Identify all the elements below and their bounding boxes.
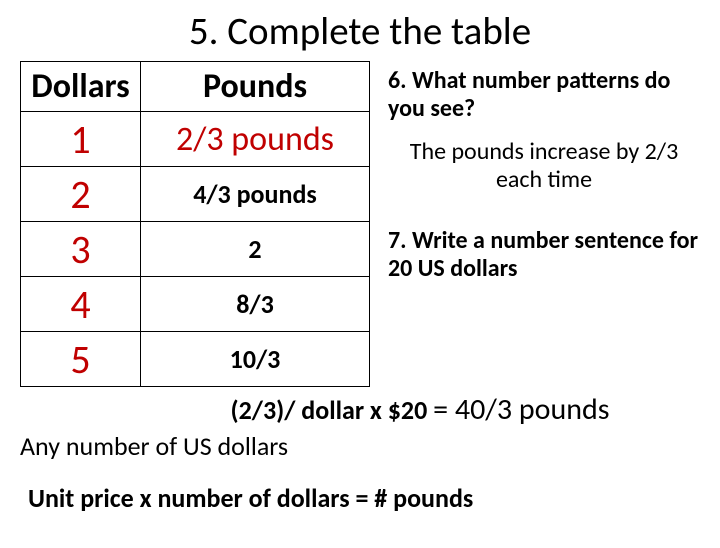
- header-pounds: Pounds: [141, 62, 370, 112]
- table-row: 5 10/3: [21, 332, 370, 387]
- header-dollars: Dollars: [21, 62, 141, 112]
- any-number-line: Any number of US dollars: [20, 430, 700, 462]
- question-6: 6. What number patterns do you see?: [388, 67, 700, 122]
- right-column: 6. What number patterns do you see? The …: [370, 61, 700, 387]
- table-row: 2 4/3 pounds: [21, 167, 370, 222]
- dollars-cell: 3: [21, 222, 141, 277]
- dollars-cell: 2: [21, 167, 141, 222]
- equation-line: (2/3)/ dollar x $20 = 40/3 pounds: [20, 391, 700, 428]
- pounds-cell: 2: [141, 222, 370, 277]
- dollars-cell: 5: [21, 332, 141, 387]
- pounds-cell: 4/3 pounds: [141, 167, 370, 222]
- table-header-row: Dollars Pounds: [21, 62, 370, 112]
- content-row: Dollars Pounds 1 2/3 pounds 2 4/3 pounds…: [0, 61, 720, 387]
- page-title: 5. Complete the table: [0, 8, 720, 55]
- table-row: 4 8/3: [21, 277, 370, 332]
- equation-lhs: (2/3)/ dollar x $20: [231, 394, 434, 426]
- table-container: Dollars Pounds 1 2/3 pounds 2 4/3 pounds…: [20, 61, 370, 387]
- pounds-cell: 8/3: [141, 277, 370, 332]
- table-row: 3 2: [21, 222, 370, 277]
- table-row: 1 2/3 pounds: [21, 112, 370, 167]
- question-7: 7. Write a number sentence for 20 US dol…: [388, 227, 700, 282]
- pounds-cell: 10/3: [141, 332, 370, 387]
- pounds-cell: 2/3 pounds: [141, 112, 370, 167]
- dollars-cell: 1: [21, 112, 141, 167]
- dollars-cell: 4: [21, 277, 141, 332]
- bottom-section: (2/3)/ dollar x $20 = 40/3 pounds Any nu…: [0, 387, 720, 514]
- formula-line: Unit price x number of dollars = # pound…: [20, 482, 700, 514]
- answer-6: The pounds increase by 2/3 each time: [388, 138, 700, 193]
- conversion-table: Dollars Pounds 1 2/3 pounds 2 4/3 pounds…: [20, 61, 370, 387]
- equation-rhs: = 40/3 pounds: [433, 391, 609, 428]
